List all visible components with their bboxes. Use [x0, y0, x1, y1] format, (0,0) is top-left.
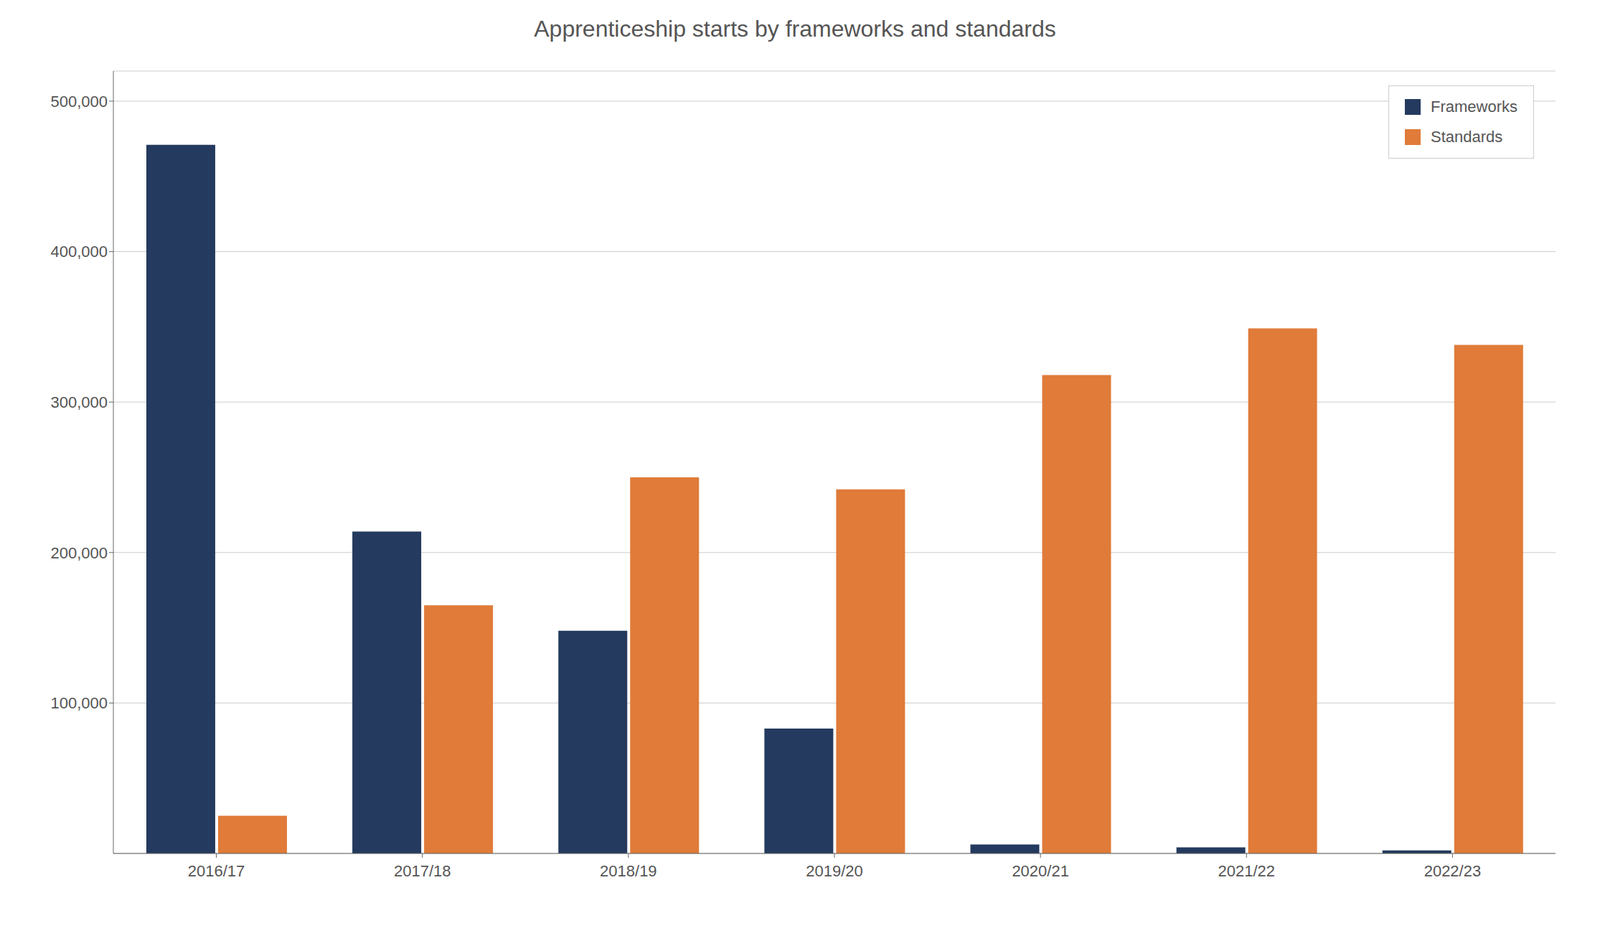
svg-text:2021/22: 2021/22	[1218, 861, 1276, 880]
svg-text:2018/19: 2018/19	[599, 861, 658, 880]
svg-text:2020/21: 2020/21	[1011, 861, 1070, 880]
svg-text:2016/17: 2016/17	[187, 861, 246, 880]
svg-text:2022/23: 2022/23	[1424, 861, 1482, 880]
html-text:Apprenticeship starts by frame: Apprenticeship starts by frameworks and …	[534, 15, 1056, 42]
svg-text:400,000: 400,000	[50, 242, 108, 261]
html-text:Standards: Standards	[1430, 127, 1503, 146]
svg-text:300,000: 300,000	[50, 393, 108, 412]
svg-text:2017/18: 2017/18	[393, 861, 452, 880]
html-text:Frameworks: Frameworks	[1430, 97, 1518, 116]
svg-text:500,000: 500,000	[50, 92, 108, 111]
svg-text:200,000: 200,000	[50, 543, 108, 562]
svg-text:100,000: 100,000	[50, 693, 108, 712]
svg-text:2019/20: 2019/20	[805, 861, 864, 880]
